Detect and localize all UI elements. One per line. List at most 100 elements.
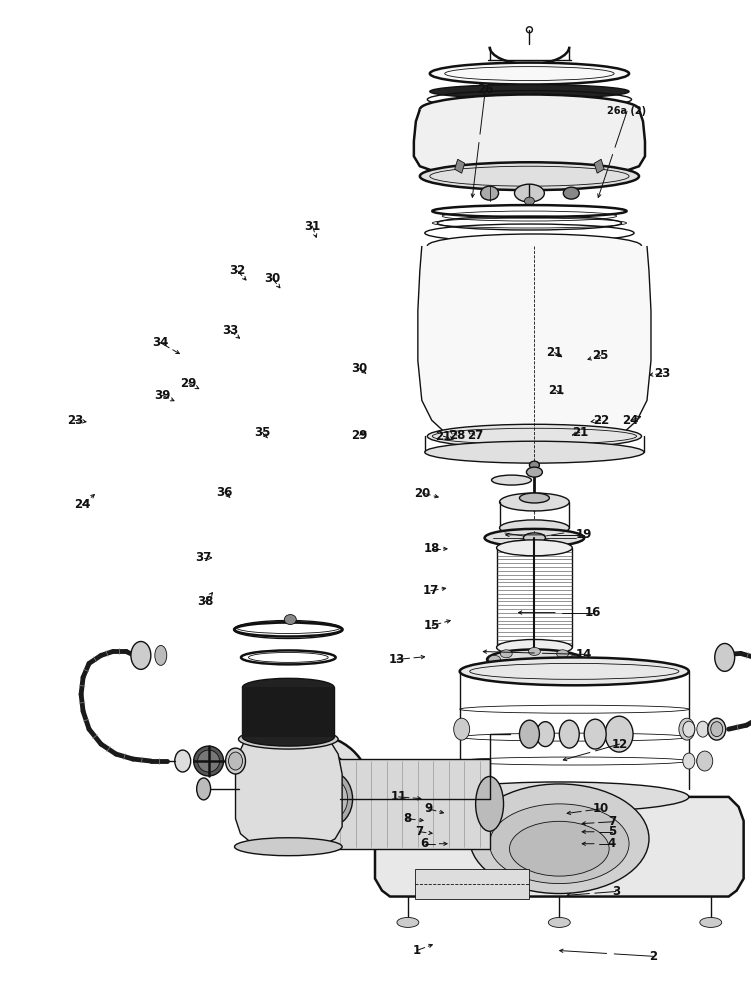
Text: 34: 34 bbox=[152, 336, 168, 349]
Ellipse shape bbox=[250, 734, 370, 844]
Polygon shape bbox=[235, 739, 342, 847]
Polygon shape bbox=[242, 687, 334, 737]
Ellipse shape bbox=[430, 782, 689, 812]
Ellipse shape bbox=[226, 748, 245, 774]
Ellipse shape bbox=[481, 186, 499, 200]
Ellipse shape bbox=[420, 95, 639, 124]
Text: 8: 8 bbox=[403, 812, 411, 825]
Text: 39: 39 bbox=[154, 389, 171, 402]
Text: 33: 33 bbox=[222, 324, 238, 337]
Ellipse shape bbox=[194, 746, 223, 776]
Ellipse shape bbox=[155, 645, 167, 665]
Text: 3: 3 bbox=[611, 885, 620, 898]
Ellipse shape bbox=[492, 475, 532, 485]
Ellipse shape bbox=[529, 647, 541, 655]
Text: 28: 28 bbox=[449, 429, 465, 442]
Text: 27: 27 bbox=[467, 429, 483, 442]
Text: 19: 19 bbox=[576, 528, 593, 541]
Ellipse shape bbox=[319, 782, 341, 826]
Ellipse shape bbox=[265, 748, 355, 830]
Ellipse shape bbox=[420, 162, 639, 190]
Polygon shape bbox=[330, 759, 490, 849]
Ellipse shape bbox=[697, 753, 709, 769]
Ellipse shape bbox=[605, 716, 633, 752]
Ellipse shape bbox=[425, 441, 644, 463]
Text: 13: 13 bbox=[389, 653, 405, 666]
Text: 32: 32 bbox=[229, 264, 245, 277]
Ellipse shape bbox=[284, 615, 296, 625]
Ellipse shape bbox=[524, 197, 535, 205]
Ellipse shape bbox=[523, 533, 545, 543]
Ellipse shape bbox=[683, 753, 695, 769]
Ellipse shape bbox=[697, 751, 713, 771]
Ellipse shape bbox=[529, 461, 539, 469]
Ellipse shape bbox=[308, 771, 353, 826]
Ellipse shape bbox=[499, 520, 569, 536]
Text: 35: 35 bbox=[254, 426, 270, 439]
Text: 12: 12 bbox=[611, 738, 628, 751]
Text: 14: 14 bbox=[576, 648, 593, 661]
Ellipse shape bbox=[242, 678, 334, 696]
Ellipse shape bbox=[499, 493, 569, 511]
Ellipse shape bbox=[459, 657, 689, 685]
Text: 21: 21 bbox=[547, 384, 564, 397]
Text: 7: 7 bbox=[608, 815, 616, 828]
Ellipse shape bbox=[500, 661, 512, 669]
Ellipse shape bbox=[229, 752, 242, 770]
Ellipse shape bbox=[559, 720, 579, 748]
Text: 26a (2): 26a (2) bbox=[608, 106, 647, 116]
Text: 1: 1 bbox=[413, 944, 421, 957]
Text: 30: 30 bbox=[265, 272, 280, 285]
Ellipse shape bbox=[430, 63, 629, 85]
Text: 21: 21 bbox=[546, 346, 562, 359]
Text: 24: 24 bbox=[74, 498, 90, 511]
Ellipse shape bbox=[683, 721, 695, 737]
Ellipse shape bbox=[427, 424, 641, 448]
Ellipse shape bbox=[496, 540, 572, 556]
Ellipse shape bbox=[679, 718, 695, 740]
Text: 18: 18 bbox=[424, 542, 441, 555]
Polygon shape bbox=[414, 109, 645, 176]
Ellipse shape bbox=[487, 649, 582, 669]
Ellipse shape bbox=[198, 750, 220, 772]
Ellipse shape bbox=[484, 529, 584, 547]
Ellipse shape bbox=[470, 784, 649, 894]
Ellipse shape bbox=[700, 917, 722, 927]
Ellipse shape bbox=[475, 776, 504, 831]
Polygon shape bbox=[375, 797, 744, 897]
Ellipse shape bbox=[529, 663, 541, 671]
Ellipse shape bbox=[510, 821, 609, 876]
Ellipse shape bbox=[174, 750, 191, 772]
Text: 15: 15 bbox=[424, 619, 441, 632]
Polygon shape bbox=[415, 869, 529, 899]
Text: 23: 23 bbox=[654, 367, 670, 380]
Ellipse shape bbox=[520, 720, 539, 748]
Ellipse shape bbox=[197, 778, 211, 800]
Ellipse shape bbox=[697, 721, 709, 737]
Ellipse shape bbox=[131, 641, 151, 669]
Ellipse shape bbox=[556, 650, 569, 658]
Ellipse shape bbox=[563, 187, 579, 199]
Text: 30: 30 bbox=[351, 362, 368, 375]
Text: 22: 22 bbox=[593, 414, 609, 427]
Ellipse shape bbox=[489, 655, 501, 663]
Text: 29: 29 bbox=[180, 377, 197, 390]
Text: 6: 6 bbox=[420, 837, 429, 850]
Text: 20: 20 bbox=[414, 487, 431, 500]
Text: 31: 31 bbox=[305, 220, 320, 233]
Ellipse shape bbox=[526, 467, 542, 477]
Text: 21: 21 bbox=[572, 426, 588, 439]
Ellipse shape bbox=[536, 722, 554, 747]
Ellipse shape bbox=[453, 718, 470, 740]
Ellipse shape bbox=[238, 729, 338, 749]
Polygon shape bbox=[594, 159, 604, 173]
Ellipse shape bbox=[569, 655, 581, 663]
Ellipse shape bbox=[496, 639, 572, 655]
Text: 29: 29 bbox=[351, 429, 368, 442]
Text: 2: 2 bbox=[649, 950, 657, 963]
Ellipse shape bbox=[242, 728, 334, 746]
Text: 21: 21 bbox=[435, 430, 451, 443]
Ellipse shape bbox=[313, 778, 347, 820]
Ellipse shape bbox=[235, 838, 342, 856]
Ellipse shape bbox=[714, 643, 735, 671]
